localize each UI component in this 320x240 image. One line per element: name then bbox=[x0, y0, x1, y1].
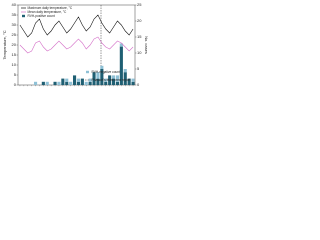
y2-tick-label: 5 bbox=[137, 66, 140, 71]
bar bbox=[53, 81, 57, 85]
y-tick-label: 25 bbox=[12, 32, 17, 37]
legend-label: RVH-negative count bbox=[92, 70, 121, 74]
bar bbox=[115, 75, 120, 82]
bar bbox=[119, 46, 123, 85]
y-tick-label: 15 bbox=[12, 52, 17, 57]
y2-tick-label: 10 bbox=[137, 50, 142, 55]
bar bbox=[100, 65, 104, 69]
y2-tick-label: 25 bbox=[137, 2, 142, 7]
y-tick-label: 5 bbox=[14, 72, 17, 77]
bar bbox=[88, 78, 92, 82]
y2-tick-label: 15 bbox=[137, 34, 142, 39]
y-tick-label: 35 bbox=[12, 12, 17, 17]
y-axis-title: Temperature, °C bbox=[2, 30, 7, 59]
y-tick-label: 30 bbox=[12, 22, 17, 27]
legend-label: Pharaoh's feast crew report bbox=[92, 78, 131, 82]
legend-label: Maximum daily temperature, °C bbox=[28, 6, 73, 10]
bar bbox=[45, 81, 49, 85]
legend-label: RVH-positive count bbox=[28, 14, 55, 18]
bar bbox=[111, 75, 116, 79]
bar bbox=[104, 78, 108, 82]
y2-tick-label: 20 bbox=[137, 18, 142, 23]
legend-label: Mean daily temperature, °C bbox=[28, 10, 68, 14]
bar bbox=[69, 81, 73, 85]
bar bbox=[131, 81, 135, 85]
bar bbox=[119, 43, 123, 47]
bar bbox=[123, 69, 127, 73]
chart: Temperature, °C No. cases 0 5 10 15 20 25 30 35… bbox=[2, 2, 149, 87]
bar bbox=[92, 72, 96, 85]
bar bbox=[33, 81, 38, 85]
bar bbox=[131, 78, 135, 82]
y-tick-label: 0 bbox=[14, 82, 17, 87]
page: {"chart_data": {"type": "bar-line", "y_l… bbox=[0, 0, 150, 98]
bar bbox=[76, 78, 81, 82]
bar bbox=[84, 81, 88, 85]
bar bbox=[72, 75, 77, 85]
bar bbox=[61, 78, 65, 85]
bar bbox=[96, 72, 100, 79]
line bbox=[19, 36, 134, 54]
bar bbox=[76, 81, 81, 85]
y2-tick-label: 0 bbox=[137, 82, 140, 87]
plot: 0 5 10 15 20 25 30 35 40 0 5 10 15 20 25 bbox=[12, 2, 143, 87]
bar bbox=[65, 81, 69, 85]
bar bbox=[115, 81, 120, 85]
bar bbox=[123, 72, 127, 85]
y-tick-label: 40 bbox=[12, 2, 17, 7]
y2-axis-title: No. cases bbox=[144, 36, 149, 54]
legend-swatch bbox=[86, 70, 89, 74]
bar bbox=[100, 69, 104, 85]
bar bbox=[57, 81, 61, 85]
bar bbox=[127, 78, 131, 85]
bar bbox=[104, 81, 108, 85]
line bbox=[19, 14, 134, 38]
bar bbox=[65, 78, 69, 82]
bar bbox=[88, 81, 92, 85]
bar bbox=[80, 78, 84, 85]
bar bbox=[111, 78, 116, 85]
y-tick-label: 20 bbox=[12, 42, 17, 47]
legend-swatch bbox=[22, 14, 25, 18]
bar bbox=[108, 75, 112, 85]
bar bbox=[41, 81, 45, 85]
bar bbox=[96, 78, 100, 85]
y-tick-label: 10 bbox=[12, 62, 17, 67]
